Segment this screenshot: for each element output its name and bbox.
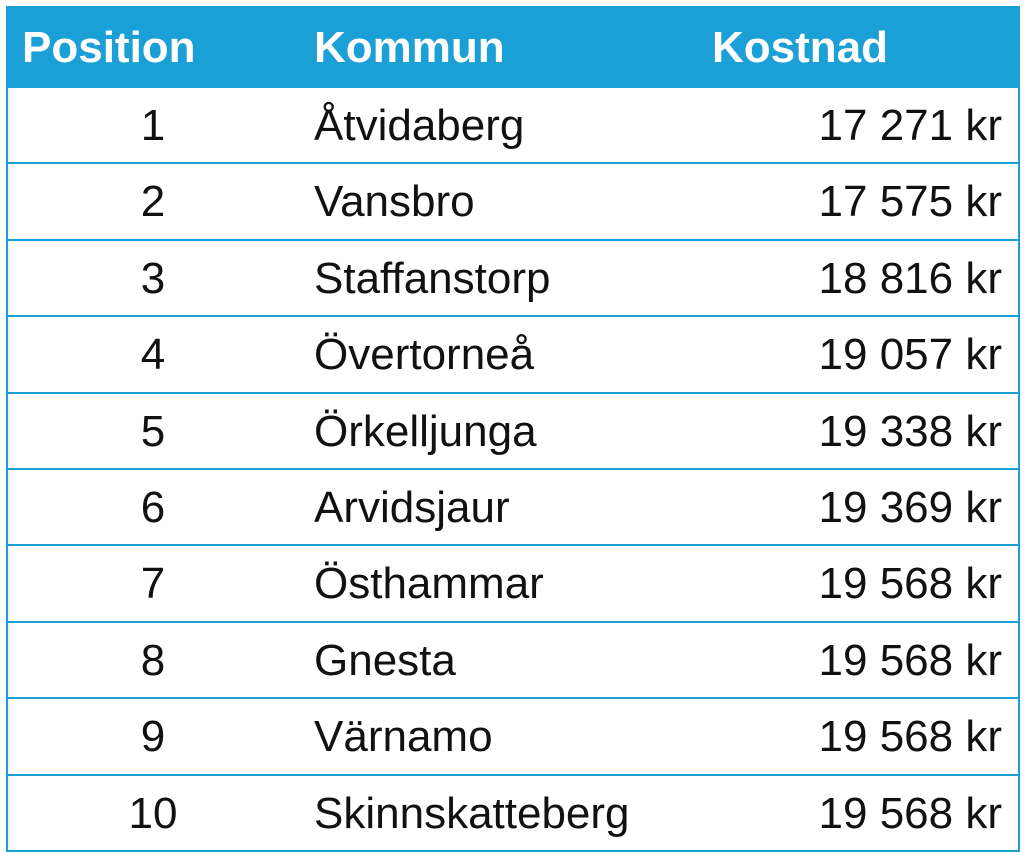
table-row: 7 Östhammar 19 568 kr [8,546,1018,623]
cell-position: 7 [140,559,166,609]
table-body: 1 Åtvidaberg 17 271 kr 2 Vansbro 17 575 … [8,88,1018,852]
header-kostnad: Kostnad [712,23,888,72]
cell-kommun: Övertorneå [314,330,535,380]
cell-kostnad: 19 057 kr [818,330,1002,380]
cell-kostnad: 19 568 kr [818,788,1002,838]
cost-table: Position Kommun Kostnad 1 Åtvidaberg 17 … [6,6,1020,852]
table-row: 6 Arvidsjaur 19 369 kr [8,470,1018,547]
cell-kostnad: 17 575 kr [818,177,1002,227]
cell-position: 4 [140,330,166,380]
cell-kommun: Arvidsjaur [314,482,510,532]
cell-position: 2 [140,177,166,227]
cell-kommun: Staffanstorp [314,253,551,303]
table-header: Position Kommun Kostnad [8,8,1018,88]
cell-position: 9 [140,712,166,762]
cell-kommun: Vansbro [314,177,475,227]
table-row: 3 Staffanstorp 18 816 kr [8,241,1018,318]
table-row: 4 Övertorneå 19 057 kr [8,317,1018,394]
cell-kostnad: 19 369 kr [818,482,1002,532]
cell-kostnad: 19 568 kr [818,635,1002,685]
cell-position: 1 [140,101,166,150]
cell-kommun: Östhammar [314,559,544,609]
cell-kommun: Skinnskatteberg [314,788,630,838]
cell-kostnad: 18 816 kr [818,253,1002,303]
cell-kommun: Örkelljunga [314,406,537,456]
header-position: Position [22,23,196,72]
cell-kommun: Åtvidaberg [314,101,525,150]
cell-kostnad: 17 271 kr [818,101,1002,150]
header-kommun: Kommun [314,23,505,72]
cell-position: 3 [140,253,166,303]
cell-kommun: Värnamo [314,712,493,762]
table-row: 5 Örkelljunga 19 338 kr [8,394,1018,470]
cell-position: 6 [140,482,166,532]
cell-position: 10 [128,788,178,838]
cell-kostnad: 19 568 kr [818,559,1002,609]
cell-kostnad: 19 338 kr [818,406,1002,456]
table-row: 8 Gnesta 19 568 kr [8,623,1018,700]
cell-position: 5 [140,406,166,456]
table-row: 9 Värnamo 19 568 kr [8,699,1018,776]
cell-kostnad: 19 568 kr [818,712,1002,762]
cell-kommun: Gnesta [314,635,456,685]
table-row: 1 Åtvidaberg 17 271 kr [8,88,1018,165]
table-row: 2 Vansbro 17 575 kr [8,164,1018,241]
table-row: 10 Skinnskatteberg 19 568 kr [8,776,1018,852]
cell-position: 8 [140,635,166,685]
